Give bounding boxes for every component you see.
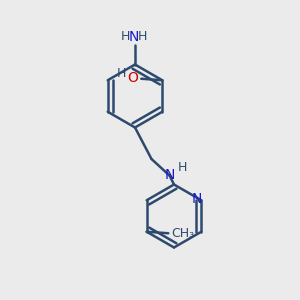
Text: O: O bbox=[128, 71, 138, 85]
Text: N: N bbox=[165, 168, 175, 182]
Text: CH₃: CH₃ bbox=[171, 227, 194, 240]
Text: H: H bbox=[117, 67, 127, 80]
Text: N: N bbox=[192, 192, 202, 206]
Text: H: H bbox=[138, 30, 148, 44]
Text: N: N bbox=[128, 30, 139, 44]
Text: H: H bbox=[121, 30, 130, 44]
Text: H: H bbox=[177, 160, 187, 174]
